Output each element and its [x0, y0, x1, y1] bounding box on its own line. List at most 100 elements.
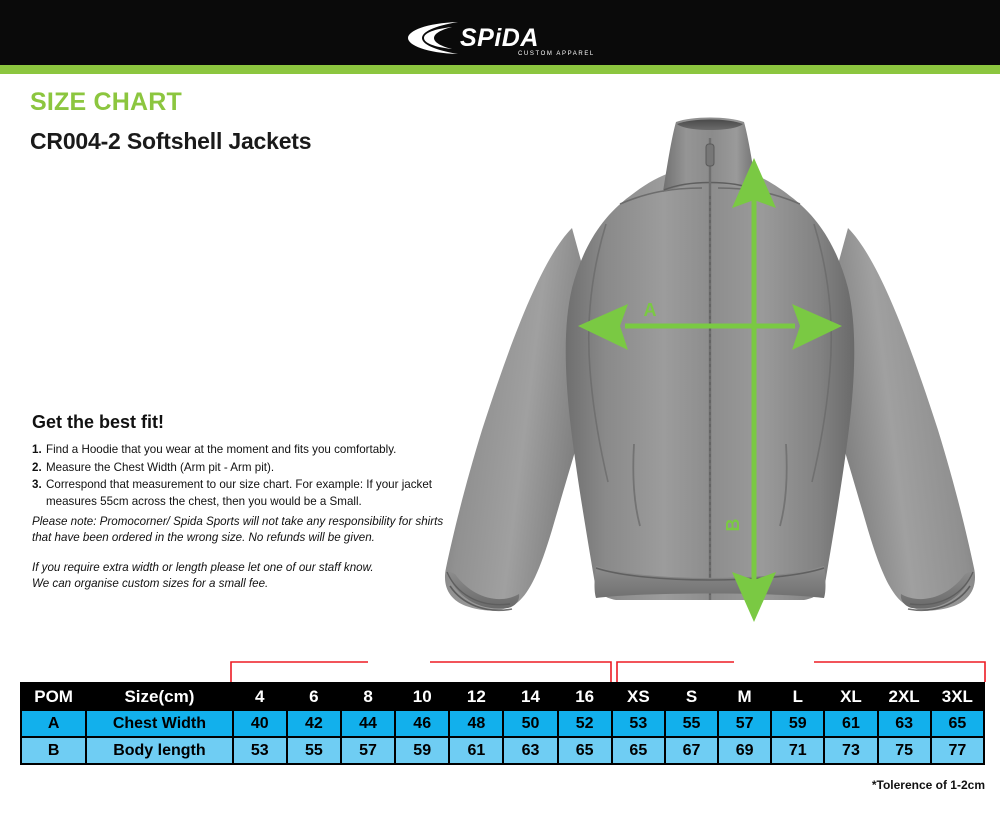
cell-b-10: 59	[394, 736, 451, 765]
adults-bracket-right	[814, 661, 986, 682]
list-item-number: 1.	[32, 443, 42, 456]
list-item-number: 2.	[32, 460, 42, 474]
header-size-m: M	[717, 682, 773, 711]
cell-a-2xl: 63	[876, 709, 932, 738]
cell-b-xs: 65	[610, 736, 666, 765]
kids-bracket-left	[230, 661, 368, 682]
jacket-left-cuff	[446, 570, 520, 609]
list-item-text: Correspond that measurement to our size …	[46, 478, 432, 508]
cell-b-m: 69	[717, 736, 773, 765]
cell-b-6: 55	[285, 736, 342, 765]
cell-b-3xl: 77	[929, 736, 986, 765]
cell-a-xs: 53	[610, 709, 666, 738]
left-cuff-seam	[446, 571, 511, 606]
jacket-right-sleeve	[814, 228, 976, 611]
measurement-arrow-b: B	[723, 158, 776, 622]
header-size-l: L	[770, 682, 826, 711]
cell-a-12: 48	[448, 709, 505, 738]
list-item-text: Measure the Chest Width (Arm pit - Arm p…	[46, 460, 275, 474]
note-spacer	[32, 545, 452, 560]
logo-wordmark: SPiDA	[460, 24, 539, 52]
note-custom-size-1: If you require extra width or length ple…	[32, 561, 374, 574]
header-size-8: 8	[339, 682, 397, 711]
cell-a-xl: 61	[823, 709, 879, 738]
row-b-name: Body length	[85, 736, 234, 765]
page-title: SIZE CHART	[30, 88, 182, 116]
right-cuff-seam	[909, 571, 974, 606]
cell-a-6: 42	[285, 709, 342, 738]
header-size: Size(cm)	[85, 682, 234, 711]
measurement-arrow-a: A	[578, 300, 842, 350]
header-size-14: 14	[502, 682, 559, 711]
left-cuff-edge	[449, 585, 513, 611]
list-item-number: 3.	[32, 478, 42, 491]
fit-heading: Get the best fit!	[32, 412, 165, 432]
header-size-xs: XS	[610, 682, 666, 711]
table-row: A Chest Width 40 42 44 46 48 50 52 53 55…	[19, 709, 986, 738]
left-shoulder-seam	[619, 187, 703, 205]
header-size-3xl: 3XL	[929, 682, 986, 711]
bracket-lines	[230, 661, 986, 682]
category-brackets: KIDS ADULTS	[0, 648, 1000, 686]
header-size-10: 10	[394, 682, 451, 711]
note-custom-size-2: We can organise custom sizes for a small…	[32, 576, 269, 590]
cell-a-3xl: 65	[929, 709, 986, 738]
green-accent-stripe	[0, 65, 1000, 74]
zipper-pull	[705, 143, 715, 167]
size-table-wrapper: POM Size(cm) 4 6 8 10 12 14 16 XS S M L …	[19, 682, 986, 765]
header-size-xl: XL	[823, 682, 879, 711]
right-cuff-edge	[907, 585, 971, 611]
measurement-label-b: B	[723, 519, 743, 532]
header-size-2xl: 2XL	[876, 682, 932, 711]
cell-b-s: 67	[663, 736, 720, 765]
fit-instructions-list: 1. Find a Hoodie that you wear at the mo…	[32, 442, 462, 511]
cell-b-8: 57	[339, 736, 397, 765]
cell-b-14: 63	[502, 736, 559, 765]
cell-a-10: 46	[394, 709, 451, 738]
left-armhole-seam	[588, 223, 609, 483]
right-armhole-seam	[811, 223, 832, 483]
tolerance-note: *Tolerence of 1-2cm	[871, 778, 985, 792]
table-header-row: POM Size(cm) 4 6 8 10 12 14 16 XS S M L …	[19, 682, 986, 711]
jacket-diagram: A B	[420, 100, 1000, 645]
hem-seam	[595, 567, 825, 581]
product-title: CR004-2 Softshell Jackets	[30, 128, 312, 154]
disclaimer-notes: Please note: Promocorner/ Spida Sports w…	[32, 514, 452, 591]
cell-a-4: 40	[231, 709, 288, 738]
header-size-s: S	[663, 682, 720, 711]
list-item: 2. Measure the Chest Width (Arm pit - Ar…	[32, 460, 462, 477]
cell-b-xl: 73	[823, 736, 879, 765]
list-item: 3. Correspond that measurement to our si…	[32, 477, 462, 510]
adults-bracket-left	[616, 661, 734, 682]
size-table: POM Size(cm) 4 6 8 10 12 14 16 XS S M L …	[19, 682, 986, 765]
swoosh-icon: SPiDA CUSTOM APPAREL	[408, 22, 593, 57]
right-pocket-zip	[779, 443, 788, 527]
header-size-16: 16	[556, 682, 613, 711]
row-a-pom: A	[19, 709, 88, 738]
header-pom: POM	[19, 682, 88, 711]
list-item-text: Find a Hoodie that you wear at the momen…	[46, 443, 397, 456]
size-table-head: POM Size(cm) 4 6 8 10 12 14 16 XS S M L …	[19, 682, 986, 711]
header-size-6: 6	[285, 682, 342, 711]
header-bar: SPiDA CUSTOM APPAREL	[0, 0, 1000, 65]
cell-b-2xl: 75	[876, 736, 932, 765]
collar-inner	[677, 119, 743, 130]
cell-a-m: 57	[717, 709, 773, 738]
cell-a-8: 44	[339, 709, 397, 738]
kids-bracket-right	[430, 661, 612, 682]
header-size-12: 12	[448, 682, 505, 711]
cell-b-4: 53	[231, 736, 288, 765]
cell-b-l: 71	[770, 736, 826, 765]
cell-a-14: 50	[502, 709, 559, 738]
cell-b-12: 61	[448, 736, 505, 765]
row-b-pom: B	[19, 736, 88, 765]
header-size-4: 4	[231, 682, 288, 711]
cell-b-16: 65	[556, 736, 613, 765]
jacket-left-sleeve	[444, 228, 606, 611]
row-a-name: Chest Width	[85, 709, 234, 738]
left-pocket-zip	[632, 443, 641, 527]
table-row: B Body length 53 55 57 59 61 63 65 65 67…	[19, 736, 986, 765]
brand-logo: SPiDA CUSTOM APPAREL	[400, 18, 600, 58]
jacket-right-cuff	[900, 570, 974, 609]
